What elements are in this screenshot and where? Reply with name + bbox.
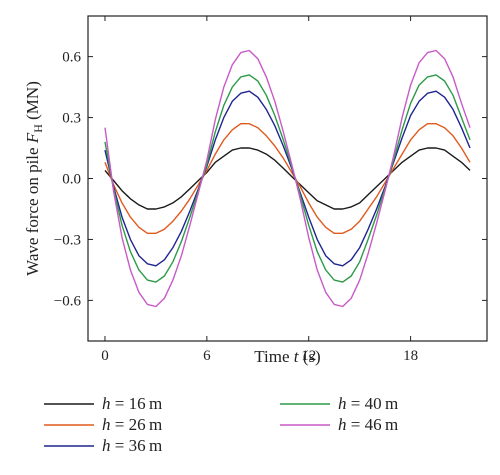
y-tick-label: 0.0 <box>62 172 81 188</box>
y-tick-label: −0.3 <box>54 232 81 248</box>
x-axis-label: Time t (s) <box>254 347 320 366</box>
x-tick-label: 6 <box>203 348 211 364</box>
legend-entry-3: h = 36 m <box>102 436 162 455</box>
x-axis-label-post: (s) <box>299 347 321 366</box>
y-axis-label-var: F <box>23 132 42 144</box>
legend-entry-4: h = 40 m <box>338 394 398 413</box>
ticks-layer: 0 6 12 18 −0.6 −0.3 0.0 0.3 0.6 <box>54 16 487 364</box>
y-tick-label: 0.3 <box>62 111 81 127</box>
y-tick-label: 0.6 <box>62 50 81 66</box>
y-axis-label-sub: H <box>31 124 45 133</box>
y-axis-label-pre: Wave force on pile <box>23 143 42 276</box>
x-tick-label: 0 <box>101 348 109 364</box>
series-line-4 <box>104 74 471 283</box>
legend-entry-2: h = 26 m <box>102 415 162 434</box>
x-tick-label: 12 <box>301 348 316 364</box>
legend-entry-5: h = 46 m <box>338 415 398 434</box>
y-axis-label: Wave force on pile FH (MN) <box>23 81 45 276</box>
series-line-1 <box>104 147 471 210</box>
x-axis-label-pre: Time <box>254 347 294 366</box>
series-line-3 <box>104 90 471 267</box>
x-tick-label: 18 <box>403 348 418 364</box>
plot-frame <box>87 15 488 342</box>
y-tick-label: −0.6 <box>54 293 82 309</box>
series-line-5 <box>104 49 471 308</box>
legend: h = 16 m h = 26 m h = 36 m h = 40 m h = 46 m <box>44 394 398 455</box>
x-axis-label-var: t <box>294 347 300 366</box>
series-layer <box>104 49 471 308</box>
series-line-2 <box>104 122 471 235</box>
y-axis-label-post: (MN) <box>23 81 42 124</box>
legend-entry-1: h = 16 m <box>102 394 162 413</box>
